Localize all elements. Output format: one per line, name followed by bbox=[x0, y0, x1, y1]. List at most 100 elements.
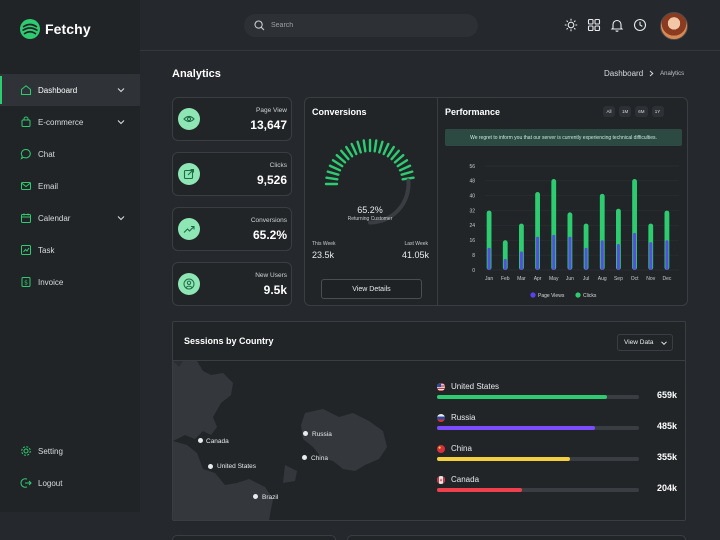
x-tick-label: Nov bbox=[646, 276, 655, 282]
sidebar-item-chat[interactable]: Chat bbox=[0, 138, 140, 170]
progress-fill bbox=[437, 426, 595, 430]
stat-value: 65.2% bbox=[252, 228, 287, 242]
sidebar-item-logout[interactable]: Logout bbox=[0, 467, 140, 499]
gauge-tick-filled bbox=[350, 142, 358, 156]
bar-page-views[interactable] bbox=[649, 242, 653, 270]
progress-track bbox=[437, 426, 639, 430]
map-marker-brazil[interactable] bbox=[253, 494, 258, 499]
map-marker-russia[interactable] bbox=[303, 431, 308, 436]
view-data-dropdown[interactable]: View Data bbox=[617, 334, 673, 351]
map-marker-united-states[interactable] bbox=[208, 464, 213, 469]
progress-fill bbox=[437, 457, 571, 461]
x-tick-label: Feb bbox=[501, 276, 510, 282]
performance-title: Performance bbox=[445, 107, 501, 117]
russia-flag-icon bbox=[437, 414, 445, 422]
country-name: United States bbox=[451, 382, 500, 391]
sidebar-item-label: Logout bbox=[38, 478, 63, 488]
view-details-button[interactable]: View Details bbox=[321, 279, 422, 299]
gauge-tick-filled bbox=[331, 159, 344, 168]
sidebar-item-calendar[interactable]: Calendar bbox=[0, 202, 140, 234]
external-link-icon bbox=[178, 163, 200, 185]
gauge-tick-filled bbox=[386, 145, 395, 158]
sidebar-item-ecommerce[interactable]: E-commerce bbox=[0, 106, 140, 138]
gauge-tick-filled bbox=[325, 176, 339, 181]
bar-page-views[interactable] bbox=[487, 247, 491, 270]
bar-page-views[interactable] bbox=[665, 240, 669, 270]
divider bbox=[437, 98, 438, 305]
performance-bar-chart: 0 8 16 24 32 40 48 56 Jan Feb Mar Apr May Jun Jul Aug Se… bbox=[469, 164, 679, 299]
map-label-brazil: Brazil bbox=[262, 494, 279, 501]
map-marker-canada[interactable] bbox=[198, 438, 203, 443]
bag-icon bbox=[21, 116, 31, 127]
breadcrumb-current: Analytics bbox=[660, 70, 685, 77]
country-row-united-states: United States 659k bbox=[437, 382, 677, 413]
chevron-down-icon[interactable] bbox=[116, 85, 126, 95]
x-tick-label: Jul bbox=[583, 276, 589, 282]
progress-fill bbox=[437, 488, 522, 492]
task-icon bbox=[21, 245, 31, 255]
country-row-canada: Canada 204k bbox=[437, 475, 677, 506]
gauge-tick-filled bbox=[378, 140, 384, 154]
history-icon[interactable] bbox=[633, 18, 647, 32]
sidebar-item-dashboard[interactable]: Dashboard bbox=[0, 74, 140, 106]
sidebar-item-email[interactable]: Email bbox=[0, 170, 140, 202]
legend-marker bbox=[575, 292, 581, 298]
bell-icon[interactable] bbox=[610, 18, 624, 32]
sidebar-item-label: Dashboard bbox=[38, 85, 78, 95]
gauge-tick-filled bbox=[393, 153, 405, 164]
stat-card-new-users[interactable]: New Users 9.5k bbox=[172, 262, 292, 306]
range-tab-1m[interactable]: 1M bbox=[619, 106, 632, 117]
search-bar[interactable] bbox=[244, 14, 478, 37]
progress-fill bbox=[437, 395, 607, 399]
bar-page-views[interactable] bbox=[519, 251, 523, 270]
logo[interactable]: Fetchy bbox=[20, 19, 91, 39]
legend-label[interactable]: Clicks bbox=[583, 293, 597, 299]
range-tab-all[interactable]: All bbox=[603, 106, 615, 117]
bar-page-views[interactable] bbox=[633, 232, 637, 270]
country-value: 204k bbox=[656, 483, 677, 493]
map-marker-china[interactable] bbox=[302, 455, 307, 460]
country-name: Russia bbox=[451, 413, 476, 422]
bar-page-views[interactable] bbox=[552, 234, 556, 270]
x-tick-label: Aug bbox=[598, 276, 607, 282]
range-tab-1y[interactable]: 1Y bbox=[651, 106, 664, 117]
country-value: 355k bbox=[656, 452, 677, 462]
sidebar-item-invoice[interactable]: $ Invoice bbox=[0, 266, 140, 298]
user-icon bbox=[178, 273, 200, 295]
chevron-right-icon bbox=[649, 70, 654, 77]
bar-page-views[interactable] bbox=[600, 240, 604, 270]
range-tab-6m[interactable]: 6M bbox=[635, 106, 648, 117]
logout-icon bbox=[20, 478, 32, 488]
avatar[interactable] bbox=[660, 12, 688, 40]
conversions-gauge bbox=[324, 138, 415, 225]
x-tick-label: May bbox=[549, 276, 559, 282]
bar-page-views[interactable] bbox=[568, 236, 572, 270]
sidebar-item-label: Email bbox=[38, 181, 59, 191]
gauge-tick-filled bbox=[400, 170, 414, 176]
sidebar-item-task[interactable]: Task bbox=[0, 234, 140, 266]
us-flag-icon bbox=[437, 383, 445, 391]
stat-card-clicks[interactable]: Clicks 9,526 bbox=[172, 152, 292, 196]
country-value: 659k bbox=[656, 390, 677, 400]
bar-page-views[interactable] bbox=[584, 247, 588, 270]
sidebar-item-label: Calendar bbox=[38, 213, 71, 223]
breadcrumb-home-link[interactable]: Dashboard bbox=[604, 69, 644, 78]
sun-icon[interactable] bbox=[564, 18, 578, 32]
bar-page-views[interactable] bbox=[536, 236, 540, 270]
search-input[interactable] bbox=[271, 22, 461, 29]
calendar-icon bbox=[21, 213, 31, 223]
y-tick-label: 0 bbox=[472, 268, 475, 274]
stat-card-page-view[interactable]: Page View 13,647 bbox=[172, 97, 292, 141]
stat-card-conversions[interactable]: Conversions 65.2% bbox=[172, 207, 292, 251]
chevron-down-icon[interactable] bbox=[116, 213, 126, 223]
bar-page-views[interactable] bbox=[616, 244, 620, 270]
bar-page-views[interactable] bbox=[503, 258, 507, 270]
gauge-tick-filled bbox=[390, 149, 401, 161]
country-row-china: China 355k bbox=[437, 444, 677, 475]
gauge-tick-filled bbox=[328, 164, 342, 172]
legend-label[interactable]: Page Views bbox=[538, 293, 565, 299]
x-tick-label: Oct bbox=[631, 276, 639, 282]
chevron-down-icon[interactable] bbox=[116, 117, 126, 127]
sidebar-item-setting[interactable]: Setting bbox=[0, 435, 140, 467]
apps-grid-icon[interactable] bbox=[587, 18, 601, 32]
